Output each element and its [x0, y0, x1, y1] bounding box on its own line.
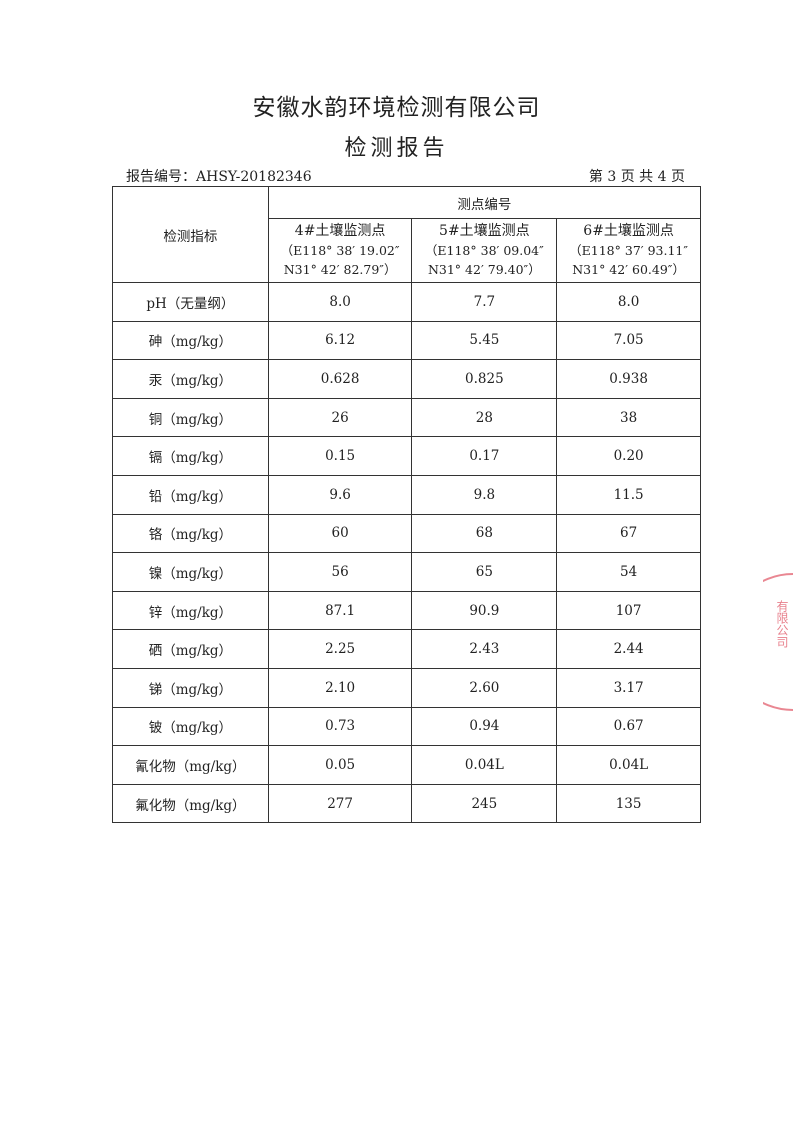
value-cell: 9.6 — [267, 474, 413, 515]
value-cell: 277 — [267, 783, 413, 824]
value-cell: 0.628 — [267, 359, 413, 399]
point-header: 5#土壤监测点 （E118° 38′ 09.04″ N31° 42′ 79.40″） — [411, 218, 558, 283]
header-row: 检测指标 测点编号 — [112, 186, 702, 283]
table-row: 硒（mg/kg） 2.25 2.43 2.44 — [112, 629, 701, 669]
value-cell: 90.9 — [411, 590, 558, 631]
value-cell: 87.1 — [267, 590, 413, 631]
value-cell: 26 — [267, 397, 413, 438]
value-cell: 28 — [411, 397, 558, 438]
indicator-cell: 汞（mg/kg） — [112, 359, 269, 399]
value-cell: 8.0 — [556, 282, 701, 322]
value-cell: 6.12 — [267, 320, 413, 361]
value-cell: 68 — [411, 513, 558, 554]
value-cell: 245 — [411, 783, 558, 824]
table-row: 铜（mg/kg） 26 28 38 — [112, 397, 701, 438]
table-row: 氰化物（mg/kg） 0.05 0.04L 0.04L — [112, 745, 701, 785]
value-cell: 60 — [267, 513, 413, 554]
indicator-cell: 铬（mg/kg） — [112, 513, 269, 554]
seal-text: 有限公司 — [775, 600, 789, 648]
value-cell: 0.73 — [267, 706, 413, 747]
results-table: 检测指标 测点编号 4#土壤监测点 （E118° 38′ 19.02″ N31° 4… — [112, 186, 702, 824]
value-cell: 2.25 — [267, 629, 413, 669]
value-cell: 3.17 — [556, 667, 701, 708]
page-info: 第 3 页 共 4 页 — [588, 169, 685, 185]
value-cell: 0.94 — [411, 706, 558, 747]
report-title: 检测报告 — [344, 136, 449, 161]
indicator-cell: 砷（mg/kg） — [112, 320, 269, 361]
value-cell: 0.04L — [411, 745, 558, 785]
indicator-cell: 铜（mg/kg） — [112, 397, 269, 438]
table-row: 铍（mg/kg） 0.73 0.94 0.67 — [112, 706, 701, 747]
value-cell: 135 — [556, 783, 701, 824]
value-cell: 5.45 — [411, 320, 558, 361]
table-row: 锌（mg/kg） 87.1 90.9 107 — [112, 590, 701, 631]
value-cell: 0.04L — [556, 745, 701, 785]
value-cell: 38 — [556, 397, 701, 438]
value-cell: 54 — [556, 552, 701, 592]
report-number: 报告编号：AHSY-20182346 — [126, 169, 312, 185]
value-cell: 7.7 — [411, 282, 558, 322]
point-header-row: 4#土壤监测点 （E118° 38′ 19.02″ N31° 42′ 82.79″）… — [113, 218, 701, 283]
value-cell: 0.05 — [267, 745, 413, 785]
point-group-header: 测点编号 — [267, 186, 702, 219]
value-cell: 67 — [556, 513, 701, 554]
value-cell: 107 — [556, 590, 701, 631]
indicator-cell: 镉（mg/kg） — [112, 436, 269, 476]
table-row: 砷（mg/kg） 6.12 5.45 7.05 — [112, 320, 701, 361]
indicator-cell: 硒（mg/kg） — [112, 629, 269, 669]
indicator-cell: pH（无量纲） — [112, 282, 269, 322]
table-row: 锑（mg/kg） 2.10 2.60 3.17 — [112, 667, 701, 708]
table-row: pH（无量纲） 8.0 7.7 8.0 — [112, 282, 701, 322]
indicator-cell: 锑（mg/kg） — [112, 667, 269, 708]
indicator-cell: 氰化物（mg/kg） — [112, 745, 269, 785]
company-name: 安徽水韵环境检测有限公司 — [252, 95, 541, 121]
value-cell: 0.938 — [556, 359, 701, 399]
indicator-cell: 锌（mg/kg） — [112, 590, 269, 631]
indicator-cell: 氟化物（mg/kg） — [112, 783, 269, 824]
indicator-cell: 镍（mg/kg） — [112, 552, 269, 592]
point-header: 6#土壤监测点 （E118° 37′ 93.11″ N31° 42′ 60.49″） — [556, 218, 701, 283]
indicator-cell: 铅（mg/kg） — [112, 474, 269, 515]
value-cell: 11.5 — [556, 474, 701, 515]
value-cell: 0.67 — [556, 706, 701, 747]
value-cell: 9.8 — [411, 474, 558, 515]
indicator-header: 检测指标 — [112, 186, 269, 283]
value-cell: 0.17 — [411, 436, 558, 476]
table-row: 汞（mg/kg） 0.628 0.825 0.938 — [112, 359, 701, 399]
table-row: 铅（mg/kg） 9.6 9.8 11.5 — [112, 474, 701, 515]
value-cell: 0.20 — [556, 436, 701, 476]
value-cell: 8.0 — [267, 282, 413, 322]
value-cell: 2.60 — [411, 667, 558, 708]
value-cell: 56 — [267, 552, 413, 592]
value-cell: 2.10 — [267, 667, 413, 708]
table-row: 氟化物（mg/kg） 277 245 135 — [112, 783, 701, 824]
table-row: 铬（mg/kg） 60 68 67 — [112, 513, 701, 554]
table-row: 镍（mg/kg） 56 65 54 — [112, 552, 701, 592]
point-header: 4#土壤监测点 （E118° 38′ 19.02″ N31° 42′ 82.79″） — [267, 218, 413, 283]
value-cell: 0.825 — [411, 359, 558, 399]
value-cell: 65 — [411, 552, 558, 592]
value-cell: 0.15 — [267, 436, 413, 476]
value-cell: 2.44 — [556, 629, 701, 669]
value-cell: 2.43 — [411, 629, 558, 669]
table-row: 镉（mg/kg） 0.15 0.17 0.20 — [112, 436, 701, 476]
indicator-cell: 铍（mg/kg） — [112, 706, 269, 747]
value-cell: 7.05 — [556, 320, 701, 361]
